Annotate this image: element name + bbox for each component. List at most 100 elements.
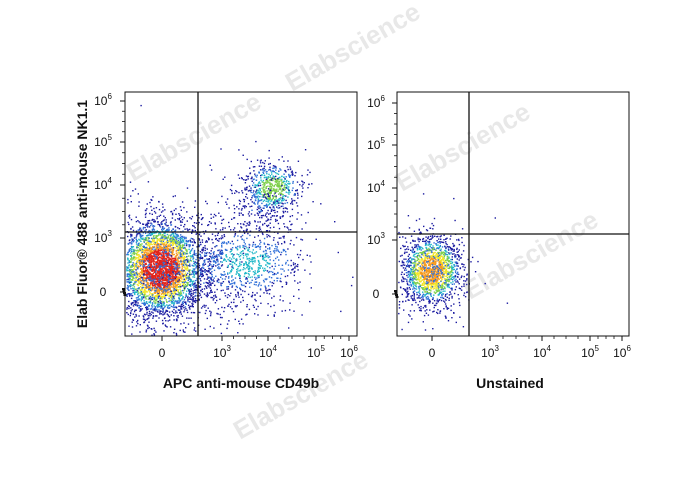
event-dot: [144, 319, 147, 321]
event-dot: [263, 242, 265, 244]
event-dot: [185, 256, 187, 258]
event-dot: [162, 266, 165, 268]
event-dot: [258, 262, 261, 265]
event-dot: [129, 269, 131, 271]
event-dot: [161, 272, 163, 275]
event-dot: [199, 275, 202, 277]
event-dot: [154, 307, 157, 309]
event-dot: [262, 207, 264, 209]
event-dot: [250, 281, 252, 284]
event-dot: [152, 302, 154, 304]
event-dot: [179, 240, 181, 243]
event-dot: [126, 253, 129, 256]
event-dot: [223, 241, 225, 243]
event-dot: [189, 296, 191, 299]
event-dot: [249, 167, 251, 169]
event-dot: [178, 294, 180, 296]
event-dot: [178, 248, 180, 250]
event-dot: [273, 177, 275, 180]
event-dot: [182, 236, 184, 238]
event-dot: [163, 247, 165, 250]
event-dot: [277, 277, 279, 279]
event-dot: [128, 267, 130, 269]
event-dot: [258, 207, 260, 210]
event-dot: [184, 272, 187, 274]
event-dot: [275, 197, 277, 199]
event-dot: [176, 240, 178, 243]
event-dot: [158, 305, 160, 308]
event-dot: [155, 253, 157, 255]
event-dot: [149, 289, 152, 291]
event-dot: [150, 302, 152, 304]
event-dot: [192, 268, 194, 270]
event-dot: [143, 245, 145, 248]
event-dot: [138, 238, 140, 241]
event-dot: [146, 259, 148, 262]
event-dot: [268, 194, 270, 197]
event-dot: [135, 263, 137, 265]
event-dot: [279, 295, 282, 297]
event-dot: [161, 254, 163, 257]
event-dot: [242, 244, 244, 247]
event-dot: [192, 293, 194, 295]
event-dot: [261, 202, 263, 205]
event-dot: [176, 257, 178, 259]
event-dot: [164, 276, 166, 279]
event-dot: [169, 304, 171, 306]
event-dot: [163, 289, 165, 292]
event-dot: [147, 240, 150, 242]
event-dot: [172, 302, 174, 304]
event-dot: [231, 268, 233, 271]
event-dot: [276, 202, 278, 205]
event-dot: [174, 277, 176, 280]
event-dot: [155, 277, 158, 280]
event-dot: [258, 274, 260, 277]
event-dot: [173, 239, 176, 242]
event-dot: [295, 202, 298, 204]
event-dot: [267, 185, 269, 187]
event-dot: [268, 192, 270, 194]
event-dot: [266, 252, 268, 255]
event-dot: [146, 272, 148, 274]
event-dot: [176, 235, 179, 237]
event-dot: [205, 309, 207, 312]
event-dot: [151, 265, 154, 268]
event-dot: [134, 283, 136, 285]
event-dot: [266, 193, 268, 195]
event-dot: [255, 197, 257, 199]
event-dot: [210, 268, 212, 270]
event-dot: [297, 160, 300, 162]
event-dot: [244, 187, 246, 189]
event-dot: [214, 223, 216, 225]
event-dot: [162, 275, 165, 278]
event-dot: [177, 277, 179, 279]
event-dot: [208, 286, 210, 288]
event-dot: [271, 297, 273, 299]
event-dot: [141, 262, 144, 264]
event-dot: [260, 179, 262, 181]
event-dot: [159, 289, 161, 292]
event-dot: [238, 274, 240, 277]
event-dot: [140, 280, 142, 282]
event-dot: [268, 173, 270, 176]
event-dot: [266, 190, 268, 192]
event-dot: [258, 165, 261, 167]
event-dot: [248, 243, 250, 246]
event-dot: [150, 284, 152, 286]
event-dot: [214, 235, 217, 237]
event-dot: [350, 284, 353, 287]
event-dot: [171, 278, 173, 280]
event-dot: [163, 279, 165, 282]
event-dot: [145, 329, 148, 331]
event-dot: [203, 278, 206, 280]
event-dot: [163, 276, 165, 278]
event-dot: [144, 302, 146, 305]
event-dot: [215, 255, 217, 257]
event-dot: [173, 282, 175, 285]
event-dot: [294, 280, 296, 282]
event-dot: [198, 266, 200, 269]
event-dot: [261, 210, 263, 212]
event-dot: [170, 224, 173, 226]
event-dot: [158, 277, 161, 279]
event-dot: [206, 248, 208, 250]
